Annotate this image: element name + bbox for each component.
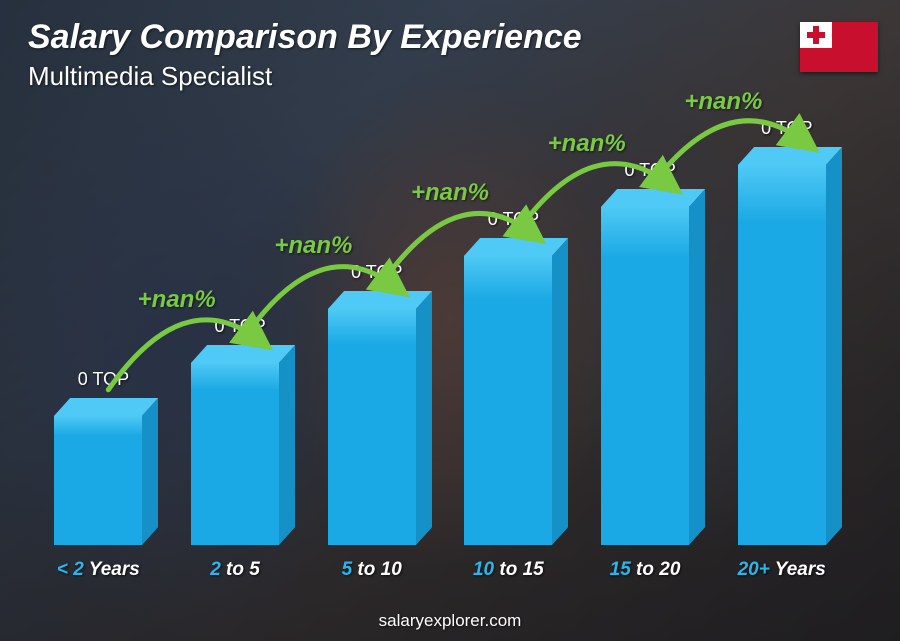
increase-label: +nan% [138, 286, 216, 314]
bar-slot: 0 TOP [40, 416, 157, 545]
chart-title: Salary Comparison By Experience [28, 18, 582, 57]
x-axis-label: < 2 Years [40, 559, 157, 581]
bar [328, 309, 416, 545]
x-axis-labels: < 2 Years 2 to 5 5 to 10 10 to 15 15 to 20 20… [40, 559, 840, 581]
bar-slot: 0 TOP [723, 165, 840, 545]
bar [464, 256, 552, 545]
increase-label: +nan% [274, 232, 352, 260]
bar-value-label: 0 TOP [78, 369, 129, 390]
increase-label: +nan% [411, 179, 489, 207]
x-axis-label: 15 to 20 [587, 559, 704, 581]
x-axis-label: 2 to 5 [177, 559, 294, 581]
bar-slot: 0 TOP [177, 363, 294, 545]
bar [738, 165, 826, 545]
chart-header: Salary Comparison By Experience Multimed… [28, 18, 582, 92]
bar [191, 363, 279, 545]
bar-value-label: 0 TOP [488, 209, 539, 230]
bar-slot: 0 TOP [313, 309, 430, 545]
bar-value-label: 0 TOP [761, 118, 812, 139]
chart-subtitle: Multimedia Specialist [28, 61, 582, 92]
tonga-flag-icon [800, 22, 878, 72]
chart-area: 0 TOP0 TOP0 TOP0 TOP0 TOP0 TOP < 2 Years… [40, 100, 840, 581]
increase-label: +nan% [684, 88, 762, 116]
x-axis-label: 10 to 15 [450, 559, 567, 581]
bar-value-label: 0 TOP [624, 160, 675, 181]
increase-label: +nan% [548, 130, 626, 158]
footer-attribution: salaryexplorer.com [0, 611, 900, 631]
x-axis-label: 20+ Years [723, 559, 840, 581]
bar-slot: 0 TOP [450, 256, 567, 545]
bar-slot: 0 TOP [587, 207, 704, 545]
bar [601, 207, 689, 545]
bars-container: 0 TOP0 TOP0 TOP0 TOP0 TOP0 TOP [40, 105, 840, 545]
bar [54, 416, 142, 545]
bar-value-label: 0 TOP [351, 262, 402, 283]
x-axis-label: 5 to 10 [313, 559, 430, 581]
bar-value-label: 0 TOP [214, 316, 265, 337]
